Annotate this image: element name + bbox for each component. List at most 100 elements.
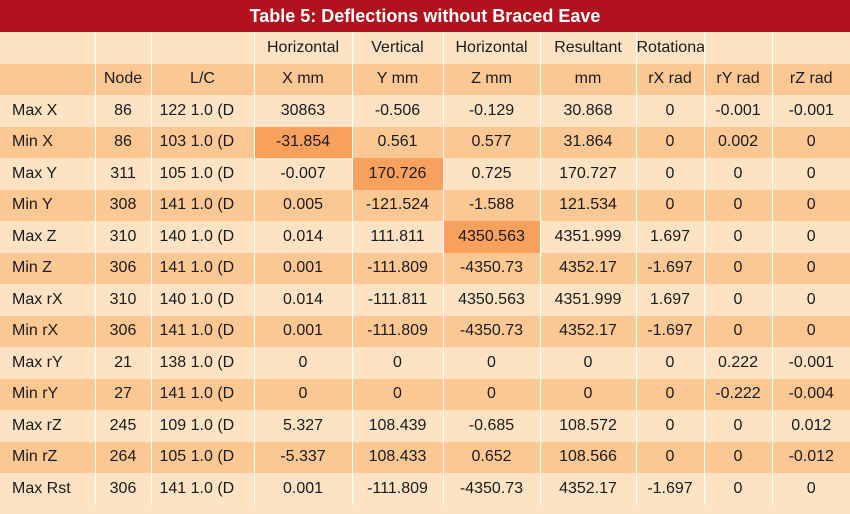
- header-cell: [0, 63, 95, 95]
- row-label: Max Y: [0, 158, 95, 190]
- table-cell: 21: [94, 347, 151, 379]
- table-row: Max rY 21 138 1.0 (D 0 0 0 0 0 0.222 -0.001: [0, 347, 850, 379]
- table-cell: 0.001: [253, 315, 352, 347]
- deflections-table: Horizontal Vertical Horizontal Resultant Rot…: [0, 32, 850, 505]
- header-cell: Resultant: [539, 32, 636, 64]
- table-row: Min Y 308 141 1.0 (D 0.005 -121.524 -1.588 121…: [0, 189, 850, 221]
- table-cell: 0: [771, 252, 850, 284]
- row-label: Min rY: [0, 378, 95, 410]
- table-cell: 0: [442, 378, 540, 410]
- table-cell: 140 1.0 (D: [150, 221, 254, 253]
- table-row: Min rZ 264 105 1.0 (D -5.337 108.433 0.652 108…: [0, 441, 850, 473]
- table-cell: 4352.17: [539, 252, 636, 284]
- table-cell: 264: [94, 441, 151, 473]
- table-cell: 109 1.0 (D: [150, 410, 254, 442]
- row-label: Max Rst: [0, 473, 95, 505]
- table-title: Table 5: Deflections without Braced Eave: [0, 0, 850, 32]
- table-cell: 0: [771, 126, 850, 158]
- row-label: Max rZ: [0, 410, 95, 442]
- table-row: Min rY 27 141 1.0 (D 0 0 0 0 0 -0.222 -0.004: [0, 378, 850, 410]
- table-cell: 30863: [253, 95, 352, 127]
- header-cell: Vertical: [351, 32, 443, 64]
- table-cell: 0.652: [442, 441, 540, 473]
- table-row: Min X 86 103 1.0 (D -31.854 0.561 0.577 31.864…: [0, 126, 850, 158]
- header-cell: X mm: [253, 63, 352, 95]
- table-cell: 27: [94, 378, 151, 410]
- table-cell: 0: [635, 189, 704, 221]
- header-row-group: Horizontal Vertical Horizontal Resultant Rot…: [0, 32, 850, 64]
- table-cell: 311: [94, 158, 151, 190]
- table-cell: 122 1.0 (D: [150, 95, 254, 127]
- table-cell: -5.337: [253, 441, 352, 473]
- table-cell: -111.809: [351, 315, 443, 347]
- table-cell: -111.811: [351, 284, 443, 316]
- table-cell: 0: [771, 473, 850, 505]
- header-cell: [94, 32, 151, 64]
- table-cell: -0.222: [703, 378, 772, 410]
- table-cell: 108.439: [351, 410, 443, 442]
- table-cell: -1.697: [635, 315, 704, 347]
- table-cell: 4350.563: [442, 284, 540, 316]
- table-cell: 0: [635, 95, 704, 127]
- table-cell: 0: [703, 158, 772, 190]
- table-cell: 0: [771, 284, 850, 316]
- table-cell: 0: [253, 347, 352, 379]
- table-row: Min rX 306 141 1.0 (D 0.001 -111.809 -4350.73…: [0, 315, 850, 347]
- row-label: Min Y: [0, 189, 95, 221]
- table-cell: 30.868: [539, 95, 636, 127]
- table-cell: 0: [442, 347, 540, 379]
- table-cell: -0.506: [351, 95, 443, 127]
- table-cell: -1.697: [635, 252, 704, 284]
- table-cell: -4350.73: [442, 252, 540, 284]
- table-cell: 306: [94, 473, 151, 505]
- row-label: Min rZ: [0, 441, 95, 473]
- table-cell: -0.004: [771, 378, 850, 410]
- row-label: Max Z: [0, 221, 95, 253]
- table-cell: 0: [635, 378, 704, 410]
- table-cell: 140 1.0 (D: [150, 284, 254, 316]
- header-cell: [0, 32, 95, 64]
- table-cell: -4350.73: [442, 315, 540, 347]
- header-cell: [703, 32, 772, 64]
- table-cell: -0.001: [771, 347, 850, 379]
- table-cell: 0: [703, 410, 772, 442]
- table-cell: -0.001: [771, 95, 850, 127]
- row-label: Max rX: [0, 284, 95, 316]
- table-cell: 0: [771, 158, 850, 190]
- table-cell: 4351.999: [539, 284, 636, 316]
- table-cell: 0: [703, 441, 772, 473]
- table-cell: 0: [703, 284, 772, 316]
- table-cell: 0.222: [703, 347, 772, 379]
- table-row: Max X 86 122 1.0 (D 30863 -0.506 -0.129 30.868…: [0, 95, 850, 127]
- table-cell: 0: [351, 347, 443, 379]
- table-cell: -0.129: [442, 95, 540, 127]
- table-cell: 0: [635, 126, 704, 158]
- table-cell: 0.012: [771, 410, 850, 442]
- table-cell: 0.001: [253, 252, 352, 284]
- table-cell: 0.005: [253, 189, 352, 221]
- table-cell: 86: [94, 95, 151, 127]
- table-cell: 0: [539, 378, 636, 410]
- table-cell: 4351.999: [539, 221, 636, 253]
- table-row: Min Z 306 141 1.0 (D 0.001 -111.809 -4350.73 4…: [0, 252, 850, 284]
- table-cell: 108.433: [351, 441, 443, 473]
- table-cell: 0: [771, 189, 850, 221]
- table-cell: 141 1.0 (D: [150, 473, 254, 505]
- table-row: Max Z 310 140 1.0 (D 0.014 111.811 4350.563 43…: [0, 221, 850, 253]
- table-cell: 170.726: [351, 158, 443, 190]
- row-label: Min Z: [0, 252, 95, 284]
- table-cell: 245: [94, 410, 151, 442]
- table-cell: -0.685: [442, 410, 540, 442]
- header-cell: Node: [94, 63, 151, 95]
- row-label: Max rY: [0, 347, 95, 379]
- table-cell: 105 1.0 (D: [150, 158, 254, 190]
- table-cell: 31.864: [539, 126, 636, 158]
- table-cell: 306: [94, 252, 151, 284]
- table-cell: -111.809: [351, 252, 443, 284]
- table-cell: 121.534: [539, 189, 636, 221]
- table-cell: 111.811: [351, 221, 443, 253]
- header-cell: rX rad: [635, 63, 704, 95]
- header-cell: mm: [539, 63, 636, 95]
- table-cell: 0: [771, 221, 850, 253]
